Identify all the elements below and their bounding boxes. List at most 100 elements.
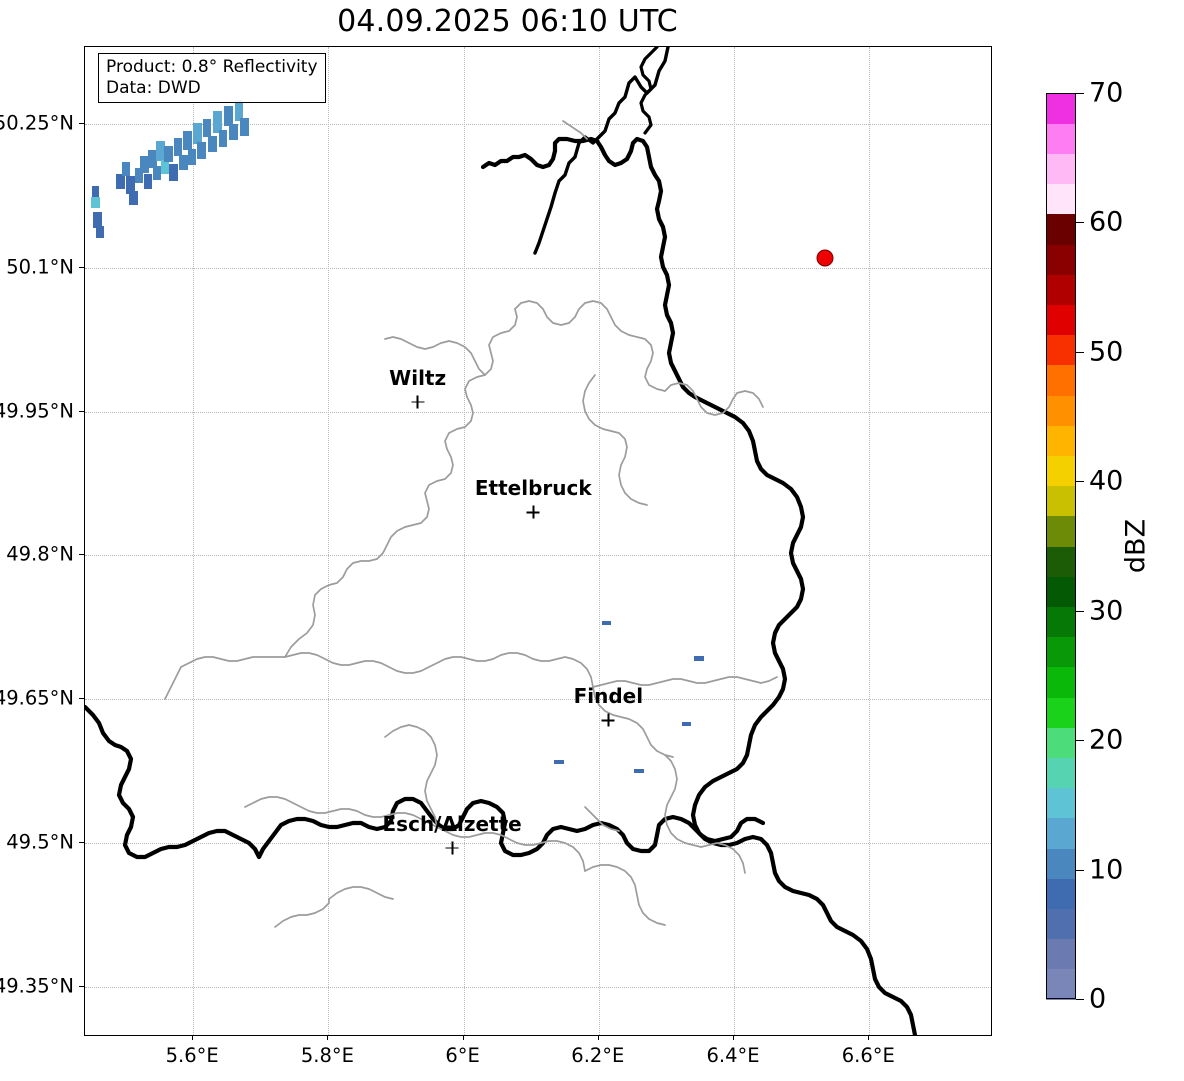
- x-axis-tickmark: [327, 1035, 329, 1040]
- radar-echo-cell: [553, 759, 564, 764]
- colorbar-tick-label: 30: [1089, 595, 1124, 627]
- colorbar-band: [1046, 425, 1076, 456]
- page-title: 04.09.2025 06:10 UTC: [337, 4, 678, 39]
- radar-echo-cell: [197, 142, 207, 160]
- y-axis-tickmark: [79, 698, 84, 700]
- colorbar-band: [1046, 878, 1076, 909]
- colorbar[interactable]: [1046, 93, 1076, 1000]
- gridline-vertical: [734, 47, 736, 1035]
- y-axis-tick-label: 49.95°N: [0, 399, 74, 422]
- colorbar-band: [1046, 606, 1076, 638]
- city-label: Esch/Alzette: [382, 811, 522, 836]
- product-line: Product: 0.8° Reflectivity: [106, 57, 318, 77]
- x-axis-tick-label: 6.6°E: [841, 1044, 895, 1067]
- colorbar-tickmark: [1076, 610, 1084, 612]
- radar-echo-cell: [95, 226, 104, 239]
- colorbar-tickmark: [1076, 93, 1084, 94]
- data-source-line: Data: DWD: [106, 77, 201, 98]
- y-axis-tickmark: [79, 266, 84, 268]
- y-axis-tick-label: 49.5°N: [6, 830, 74, 854]
- gridline-vertical: [193, 47, 195, 1035]
- radar-echo-cell: [207, 135, 217, 152]
- colorbar-band: [1046, 334, 1076, 366]
- colorbar-tickmark: [1076, 869, 1084, 871]
- radar-echo-cell: [602, 620, 612, 625]
- colorbar-band: [1046, 908, 1076, 940]
- x-axis-tickmark: [733, 1035, 735, 1040]
- radar-echo-cell: [202, 118, 211, 137]
- radar-echo-cell: [187, 149, 196, 166]
- x-axis-tickmark: [868, 1035, 870, 1040]
- colorbar-band: [1046, 244, 1076, 275]
- y-axis-tick-label: 49.8°N: [6, 542, 74, 566]
- radar-echo-cell: [183, 130, 193, 150]
- radar-echo-cell: [156, 140, 166, 161]
- city-label: Ettelbruck: [474, 476, 592, 501]
- radar-echo-cell: [143, 173, 152, 189]
- radar-echo-cell: [139, 156, 149, 174]
- radar-echo-cell: [229, 124, 239, 141]
- product-info-box: Product: 0.8° Reflectivity Data: DWD: [98, 53, 326, 104]
- radar-echo-cell: [129, 190, 139, 205]
- city-marker: [526, 505, 540, 519]
- x-axis-tick-label: 6.4°E: [706, 1044, 760, 1067]
- colorbar-band: [1046, 787, 1076, 819]
- colorbar-tickmark: [1076, 351, 1084, 353]
- x-axis-tickmark: [192, 1035, 194, 1040]
- y-axis-tickmark: [79, 122, 84, 124]
- colorbar-band: [1046, 697, 1076, 728]
- radar-echo-cell: [116, 173, 126, 189]
- city-label: Wiltz: [389, 365, 447, 390]
- colorbar-band: [1046, 666, 1076, 698]
- map-geography: [85, 47, 918, 1035]
- x-axis-tickmark: [462, 1035, 464, 1040]
- colorbar-band: [1046, 515, 1076, 547]
- gridline-horizontal: [85, 555, 991, 557]
- x-axis-tick-label: 5.8°E: [300, 1044, 354, 1067]
- radar-site-marker[interactable]: [816, 249, 834, 267]
- radar-echo-cell: [164, 146, 174, 163]
- gridline-vertical: [869, 47, 871, 1035]
- colorbar-tick-label: 10: [1089, 854, 1124, 886]
- radar-echo-cell: [178, 154, 188, 170]
- gridline-horizontal: [85, 123, 991, 125]
- colorbar-band: [1046, 727, 1076, 758]
- radar-echo-cell: [148, 150, 158, 169]
- y-axis-tickmark: [79, 986, 84, 988]
- y-axis-tick-label: 49.35°N: [0, 974, 74, 998]
- radar-echo-cell: [218, 129, 227, 147]
- radar-echo-cell: [152, 165, 161, 180]
- radar-echo-cell: [174, 137, 183, 156]
- colorbar-band: [1046, 546, 1076, 577]
- city-label: Findel: [573, 684, 644, 709]
- radar-echo-cell: [160, 159, 169, 174]
- x-axis-tick-label: 5.6°E: [165, 1044, 219, 1067]
- colorbar-band: [1046, 455, 1076, 487]
- colorbar-band: [1046, 938, 1076, 970]
- radar-map[interactable]: Wiltz Ettelbruck Findel Esch/Alzette Produc…: [84, 46, 992, 1036]
- colorbar-band: [1046, 395, 1076, 426]
- colorbar-tick-label: 60: [1089, 206, 1124, 238]
- gridline-horizontal: [85, 699, 991, 701]
- colorbar-tickmark: [1076, 999, 1084, 1000]
- y-axis-tickmark: [79, 842, 84, 844]
- y-axis-tick-label: 50.25°N: [0, 111, 74, 135]
- radar-echo-cell: [90, 196, 100, 208]
- radar-echo-cell: [92, 211, 102, 228]
- colorbar-band: [1046, 848, 1076, 879]
- colorbar-band: [1046, 757, 1076, 789]
- city-marker: [445, 841, 459, 855]
- city-marker: [411, 395, 425, 409]
- colorbar-band: [1046, 123, 1076, 154]
- colorbar-band: [1046, 485, 1076, 517]
- colorbar-band: [1046, 968, 1076, 1000]
- colorbar-band: [1046, 183, 1076, 215]
- gridline-vertical: [463, 47, 465, 1035]
- radar-echo-cell: [121, 161, 130, 176]
- radar-echo-cell: [213, 110, 223, 133]
- colorbar-band: [1046, 364, 1076, 396]
- radar-echo-cell: [169, 164, 179, 182]
- radar-echo-cell: [633, 769, 644, 774]
- city-marker: [601, 713, 615, 727]
- colorbar-tickmark: [1076, 740, 1084, 742]
